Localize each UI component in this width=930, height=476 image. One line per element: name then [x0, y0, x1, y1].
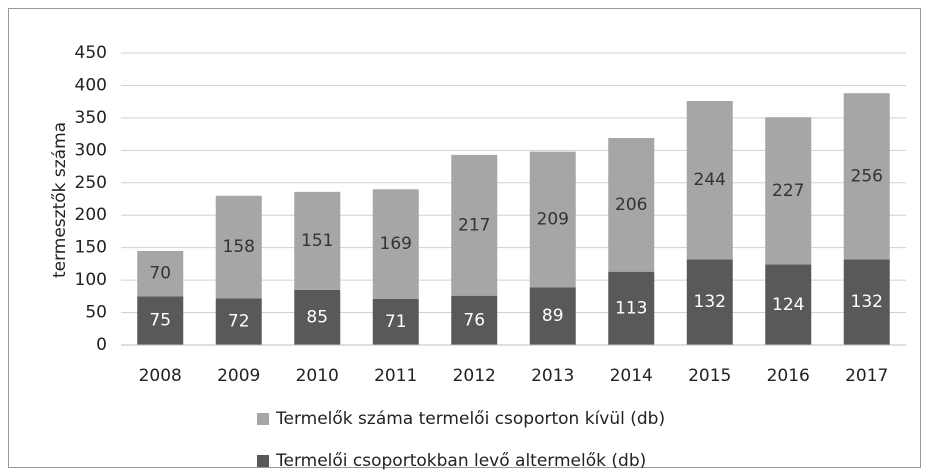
data-label: 209 [537, 209, 569, 229]
bar-segment [608, 138, 655, 272]
x-tick-label: 2009 [217, 366, 260, 386]
data-label: 124 [772, 295, 804, 315]
data-label: 89 [542, 306, 564, 326]
y-tick-label: 100 [75, 270, 107, 290]
y-tick-label: 450 [75, 43, 107, 63]
x-tick-label: 2014 [610, 366, 653, 386]
bar-segment [843, 259, 890, 345]
bar-segment [294, 191, 341, 290]
bar-segment [372, 298, 419, 345]
data-label: 85 [306, 307, 328, 327]
data-label: 72 [228, 312, 250, 332]
x-tick-label: 2010 [296, 366, 339, 386]
x-tick-label: 2015 [688, 366, 731, 386]
x-tick-label: 2016 [767, 366, 810, 386]
data-label: 76 [463, 310, 485, 330]
data-label: 132 [694, 292, 726, 312]
data-label: 132 [851, 292, 883, 312]
y-tick-label: 300 [75, 140, 107, 160]
y-tick-label: 200 [75, 205, 107, 225]
data-label: 70 [149, 264, 171, 284]
bar-segment [686, 101, 733, 260]
data-label: 227 [772, 181, 804, 201]
y-tick-label: 0 [96, 335, 107, 355]
data-label: 158 [223, 237, 255, 257]
legend-label: Termelői csoportokban levő altermelők (d… [275, 451, 646, 471]
bar-segment [529, 287, 576, 345]
bar-segment [451, 295, 498, 345]
bar-segment [294, 289, 341, 345]
x-tick-label: 2017 [845, 366, 888, 386]
data-label: 169 [380, 234, 412, 254]
legend-label: Termelők száma termelői csoporton kívül … [275, 409, 665, 429]
x-tick-label: 2011 [374, 366, 417, 386]
data-label: 244 [694, 170, 726, 190]
data-label: 206 [615, 195, 647, 215]
bar-segment [608, 271, 655, 345]
data-label: 256 [851, 166, 883, 186]
bar-segment [451, 154, 498, 296]
data-label: 151 [301, 231, 333, 251]
y-axis-label: termesztők száma [50, 122, 70, 278]
bar-segment [765, 264, 812, 345]
bar-segment [686, 259, 733, 345]
y-tick-label: 350 [75, 108, 107, 128]
legend-swatch [257, 455, 269, 467]
bar-segment [843, 93, 890, 260]
data-label: 71 [385, 312, 407, 332]
data-label: 75 [149, 311, 171, 331]
data-label: 217 [458, 215, 490, 235]
x-tick-label: 2008 [139, 366, 182, 386]
y-tick-label: 250 [75, 173, 107, 193]
x-tick-label: 2013 [531, 366, 574, 386]
data-label: 113 [615, 298, 647, 318]
x-tick-label: 2012 [453, 366, 496, 386]
bar-segment [137, 250, 184, 297]
bar-segment [765, 117, 812, 265]
y-tick-label: 150 [75, 238, 107, 258]
bar-segment [529, 151, 576, 288]
y-tick-label: 50 [85, 303, 107, 323]
bar-segment [372, 189, 419, 299]
y-tick-label: 400 [75, 75, 107, 95]
bar-segment [215, 298, 262, 345]
legend-swatch [257, 413, 269, 425]
bar-segment [215, 195, 262, 299]
bar-segment [137, 296, 184, 345]
